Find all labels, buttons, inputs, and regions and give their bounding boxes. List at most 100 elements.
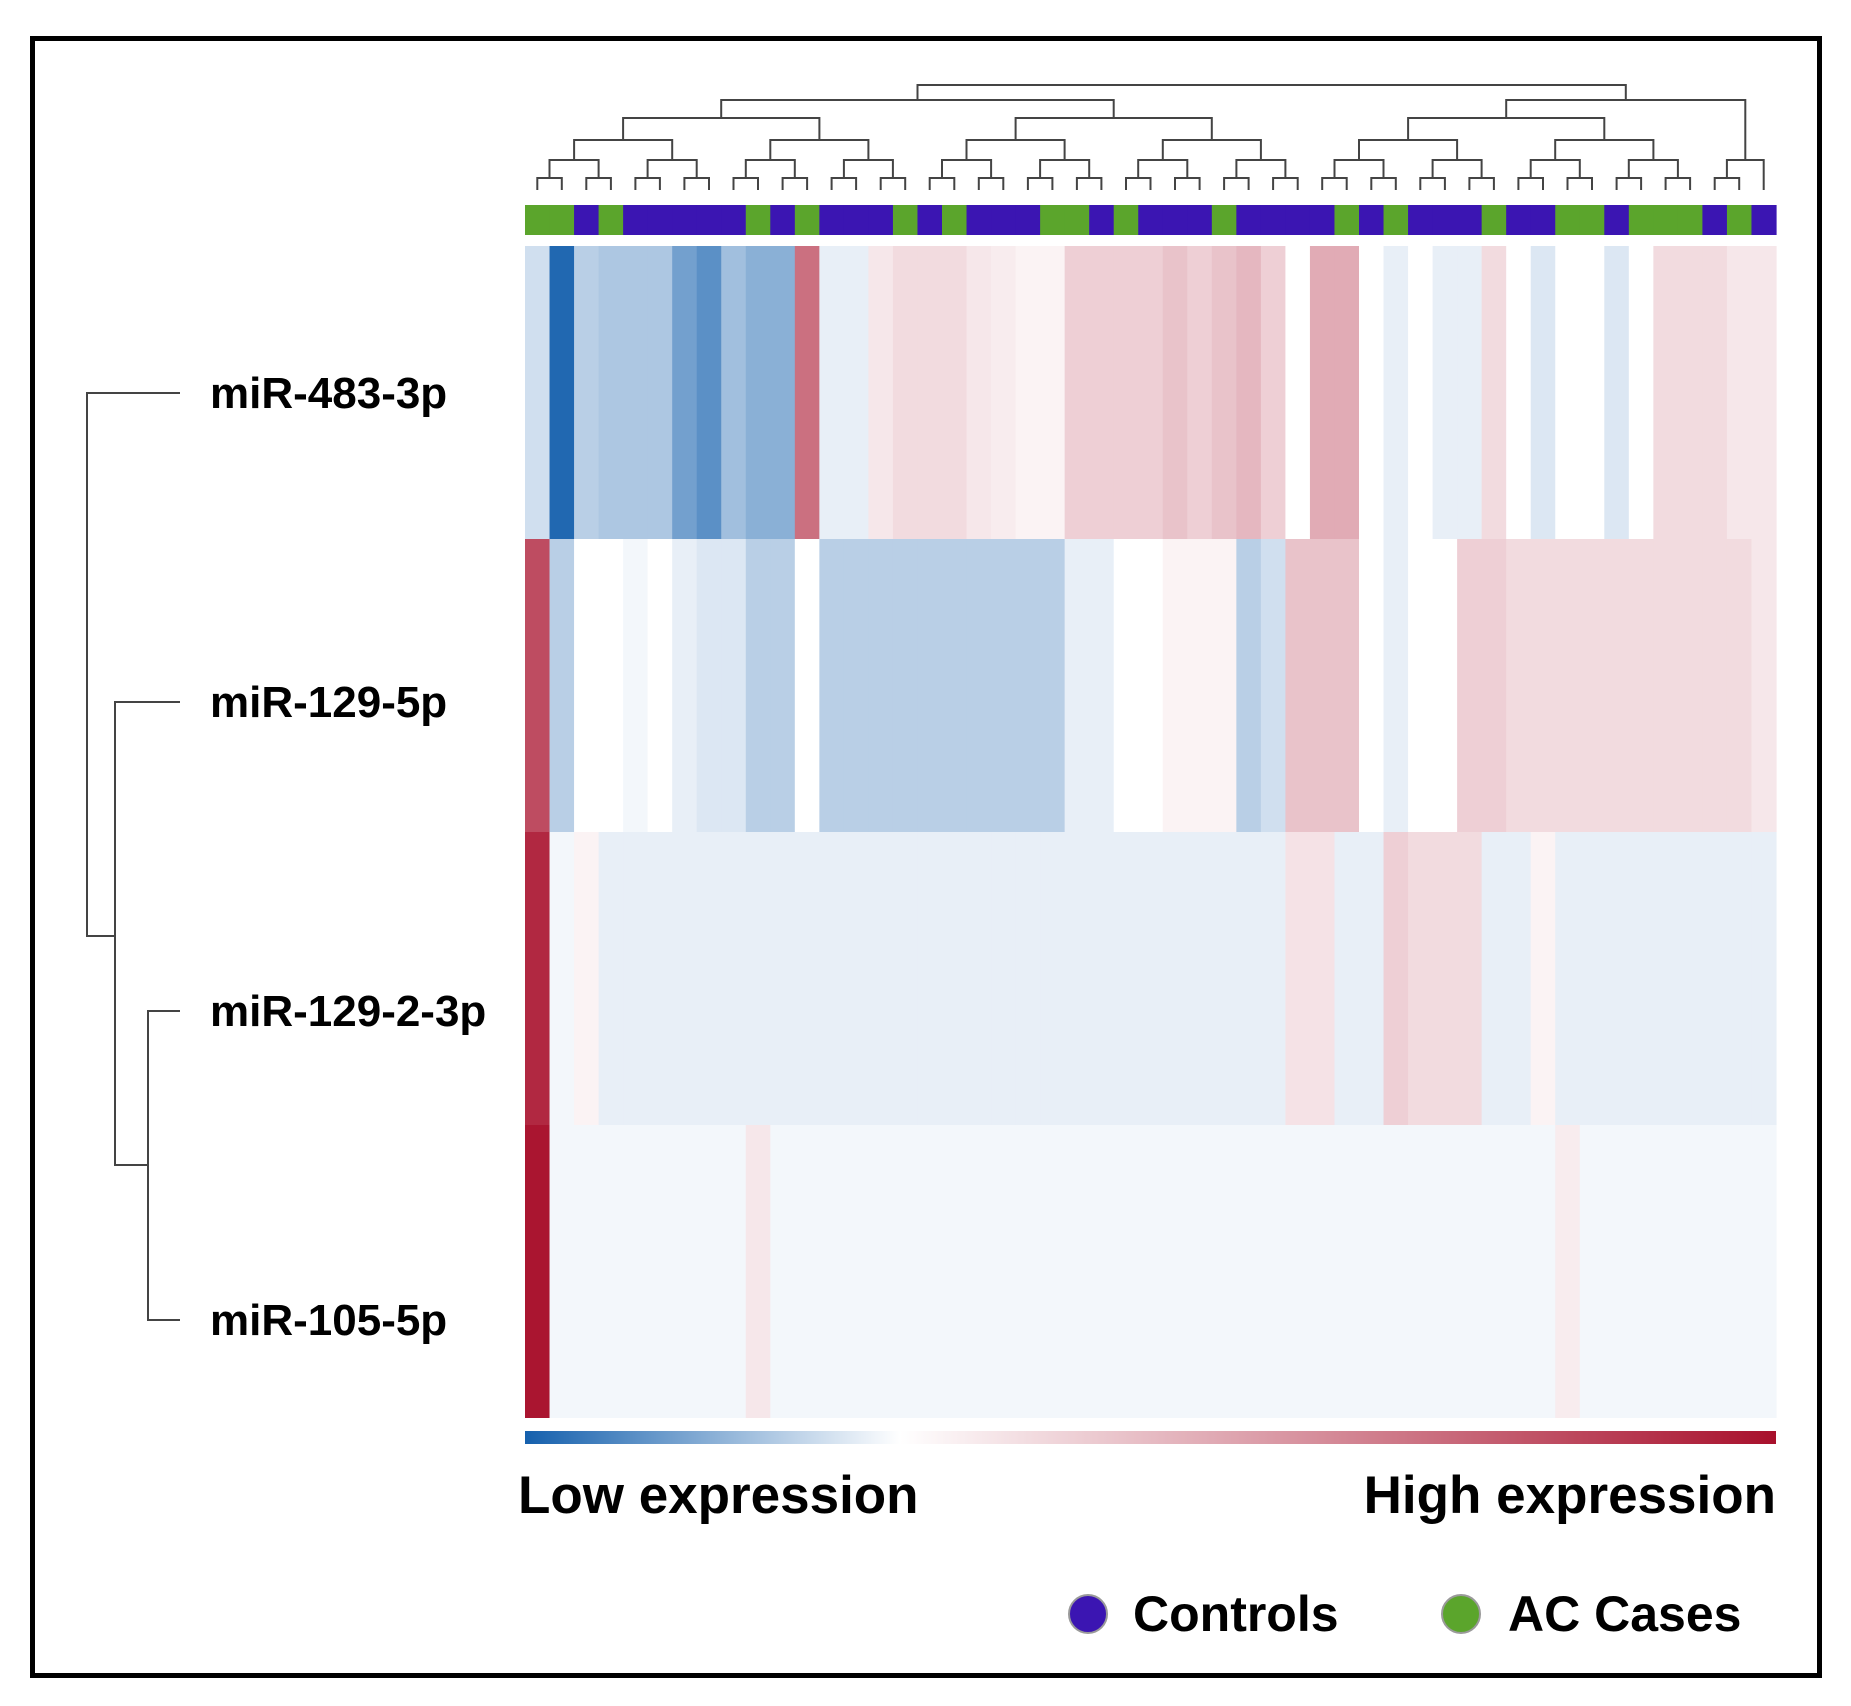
heatmap-cell <box>1726 1125 1753 1418</box>
heatmap-cell <box>1187 832 1213 1125</box>
heatmap-cell <box>942 1125 968 1418</box>
heatmap-cell <box>843 1125 870 1418</box>
heatmap-cell <box>1677 1125 1704 1418</box>
heatmap-cell <box>1702 539 1728 832</box>
dendrogram-branch <box>622 117 821 140</box>
heatmap-cell <box>1015 832 1041 1125</box>
dendrogram-branch <box>879 177 907 190</box>
legend-controls-marker <box>1068 1594 1108 1634</box>
sample-group-cell <box>1702 205 1728 235</box>
heatmap-cell <box>991 1125 1017 1418</box>
dendrogram-branch <box>548 159 600 178</box>
heatmap-cell <box>1309 832 1336 1125</box>
heatmap-cell <box>745 246 771 539</box>
dendrogram-branch <box>1725 159 1765 190</box>
heatmap-cell <box>623 539 649 832</box>
heatmap-cell <box>1138 246 1164 539</box>
heatmap-cell <box>819 1125 845 1418</box>
heatmap-cell <box>1138 832 1164 1125</box>
heatmap-cell <box>696 1125 722 1418</box>
heatmap-cell <box>525 832 551 1125</box>
dendrogram-branch <box>1014 117 1213 140</box>
heatmap-cell <box>1432 832 1458 1125</box>
heatmap-cell <box>672 246 698 539</box>
sample-group-cell <box>892 205 919 235</box>
dendrogram-branch <box>941 159 993 178</box>
legend-controls-label: Controls <box>1133 1586 1339 1642</box>
sample-group-cell <box>549 205 575 235</box>
dendrogram-branch <box>769 139 870 160</box>
dendrogram-branch <box>1235 159 1287 178</box>
heatmap-cell <box>1432 1125 1458 1418</box>
dendrogram-branch <box>1468 177 1495 190</box>
heatmap-cell <box>1506 1125 1532 1418</box>
heatmap-cell <box>1064 246 1090 539</box>
heatmap-cell <box>1187 539 1213 832</box>
heatmap-cell <box>1089 539 1115 832</box>
heatmap-cell <box>1113 539 1139 832</box>
heatmap-cell <box>1628 1125 1654 1418</box>
dendrogram-branch <box>573 139 674 160</box>
heatmap-cell <box>1334 539 1360 832</box>
heatmap-cell <box>1309 246 1336 539</box>
dendrogram-branch <box>1615 177 1643 190</box>
heatmap-cell <box>1604 1125 1630 1418</box>
heatmap-cell <box>623 246 649 539</box>
heatmap-cell <box>1138 1125 1164 1418</box>
heatmap-cell <box>1236 246 1262 539</box>
heatmap-cell <box>623 1125 649 1418</box>
heatmap-cell <box>1555 539 1581 832</box>
heatmap-cell <box>892 539 919 832</box>
heatmap-cell <box>1530 246 1556 539</box>
heatmap-cell <box>1726 539 1753 832</box>
heatmap-cell <box>794 1125 820 1418</box>
heatmap-cell <box>1604 539 1630 832</box>
dendrogram-branch <box>1627 159 1679 178</box>
heatmap-cell <box>696 246 722 539</box>
heatmap-cell <box>1383 1125 1409 1418</box>
heatmap-cell <box>1604 246 1630 539</box>
heatmap-cell <box>1555 1125 1581 1418</box>
heatmap-cell <box>598 832 624 1125</box>
heatmap-cell <box>1015 246 1041 539</box>
dendrogram-branch <box>1161 139 1262 160</box>
heatmap-cell <box>917 1125 943 1418</box>
sample-group-cell <box>1457 205 1483 235</box>
heatmap-cell <box>1285 832 1311 1125</box>
dendrogram-branch <box>842 159 894 178</box>
dendrogram-branch <box>1664 177 1692 190</box>
heatmap-cell <box>1040 246 1066 539</box>
heatmap-cell <box>1113 832 1139 1125</box>
dendrogram-branch <box>1517 177 1544 190</box>
heatmap-cell <box>1064 832 1090 1125</box>
dendrogram-branch <box>1039 159 1091 178</box>
column-dendrogram <box>536 84 1765 190</box>
dendrogram-branch <box>646 159 698 178</box>
heatmap-cell <box>1162 1125 1188 1418</box>
heatmap-cell <box>966 539 992 832</box>
sample-group-cell <box>1432 205 1458 235</box>
sample-group-cell <box>574 205 600 235</box>
dendrogram-branch <box>732 177 759 190</box>
sample-group-cell <box>647 205 673 235</box>
heatmap-cell <box>1089 1125 1115 1418</box>
heatmap-cell <box>868 246 894 539</box>
heatmap-cell <box>1432 246 1458 539</box>
heatmap-cell <box>1408 832 1434 1125</box>
sample-group-cell <box>1506 205 1532 235</box>
heatmap-cell <box>1334 246 1360 539</box>
heatmap-cell <box>1677 539 1704 832</box>
heatmap-cell <box>892 832 919 1125</box>
heatmap-cell <box>991 539 1017 832</box>
sample-group-cell <box>1751 205 1777 235</box>
dendrogram-branch <box>1529 159 1581 178</box>
heatmap-cell <box>1089 832 1115 1125</box>
dendrogram-branch <box>720 99 1115 118</box>
sample-group-cell <box>1579 205 1605 235</box>
sample-group-cell <box>868 205 894 235</box>
heatmap-cell <box>574 246 600 539</box>
heatmap-cell <box>868 1125 894 1418</box>
sample-group-cell <box>1555 205 1581 235</box>
heatmap-cell <box>1187 246 1213 539</box>
heatmap-cell <box>770 539 796 832</box>
